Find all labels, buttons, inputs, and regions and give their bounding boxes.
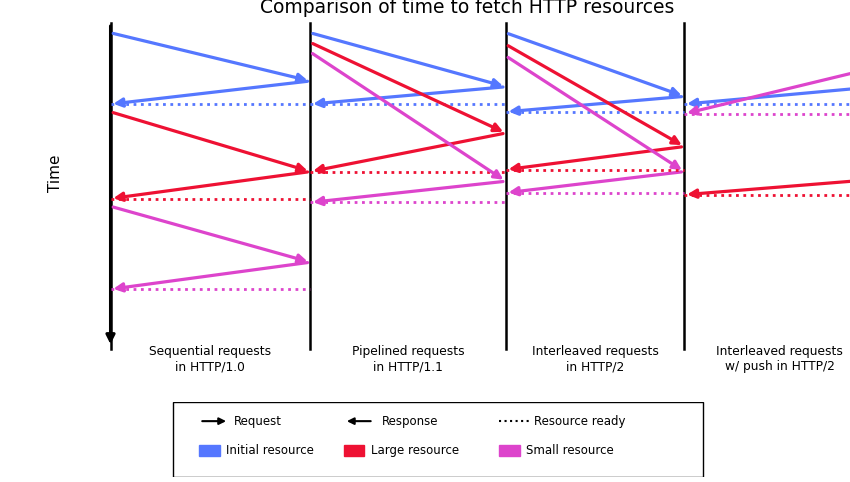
Text: Request: Request (235, 415, 282, 428)
Text: Interleaved requests
w/ push in HTTP/2: Interleaved requests w/ push in HTTP/2 (717, 345, 843, 373)
Text: Sequential requests
in HTTP/1.0: Sequential requests in HTTP/1.0 (150, 345, 271, 373)
Text: Interleaved requests
in HTTP/2: Interleaved requests in HTTP/2 (531, 345, 659, 373)
Bar (499, 445, 519, 455)
Text: Large resource: Large resource (371, 444, 459, 457)
Bar (344, 445, 365, 455)
Text: Pipelined requests
in HTTP/1.1: Pipelined requests in HTTP/1.1 (352, 345, 464, 373)
Text: Response: Response (382, 415, 438, 428)
Bar (200, 445, 220, 455)
Text: Small resource: Small resource (526, 444, 614, 457)
Text: Initial resource: Initial resource (226, 444, 314, 457)
Text: Time: Time (48, 155, 63, 192)
Text: Resource ready: Resource ready (534, 415, 626, 428)
Text: Comparison of time to fetch HTTP resources: Comparison of time to fetch HTTP resourc… (260, 0, 675, 17)
FancyBboxPatch shape (173, 402, 703, 477)
